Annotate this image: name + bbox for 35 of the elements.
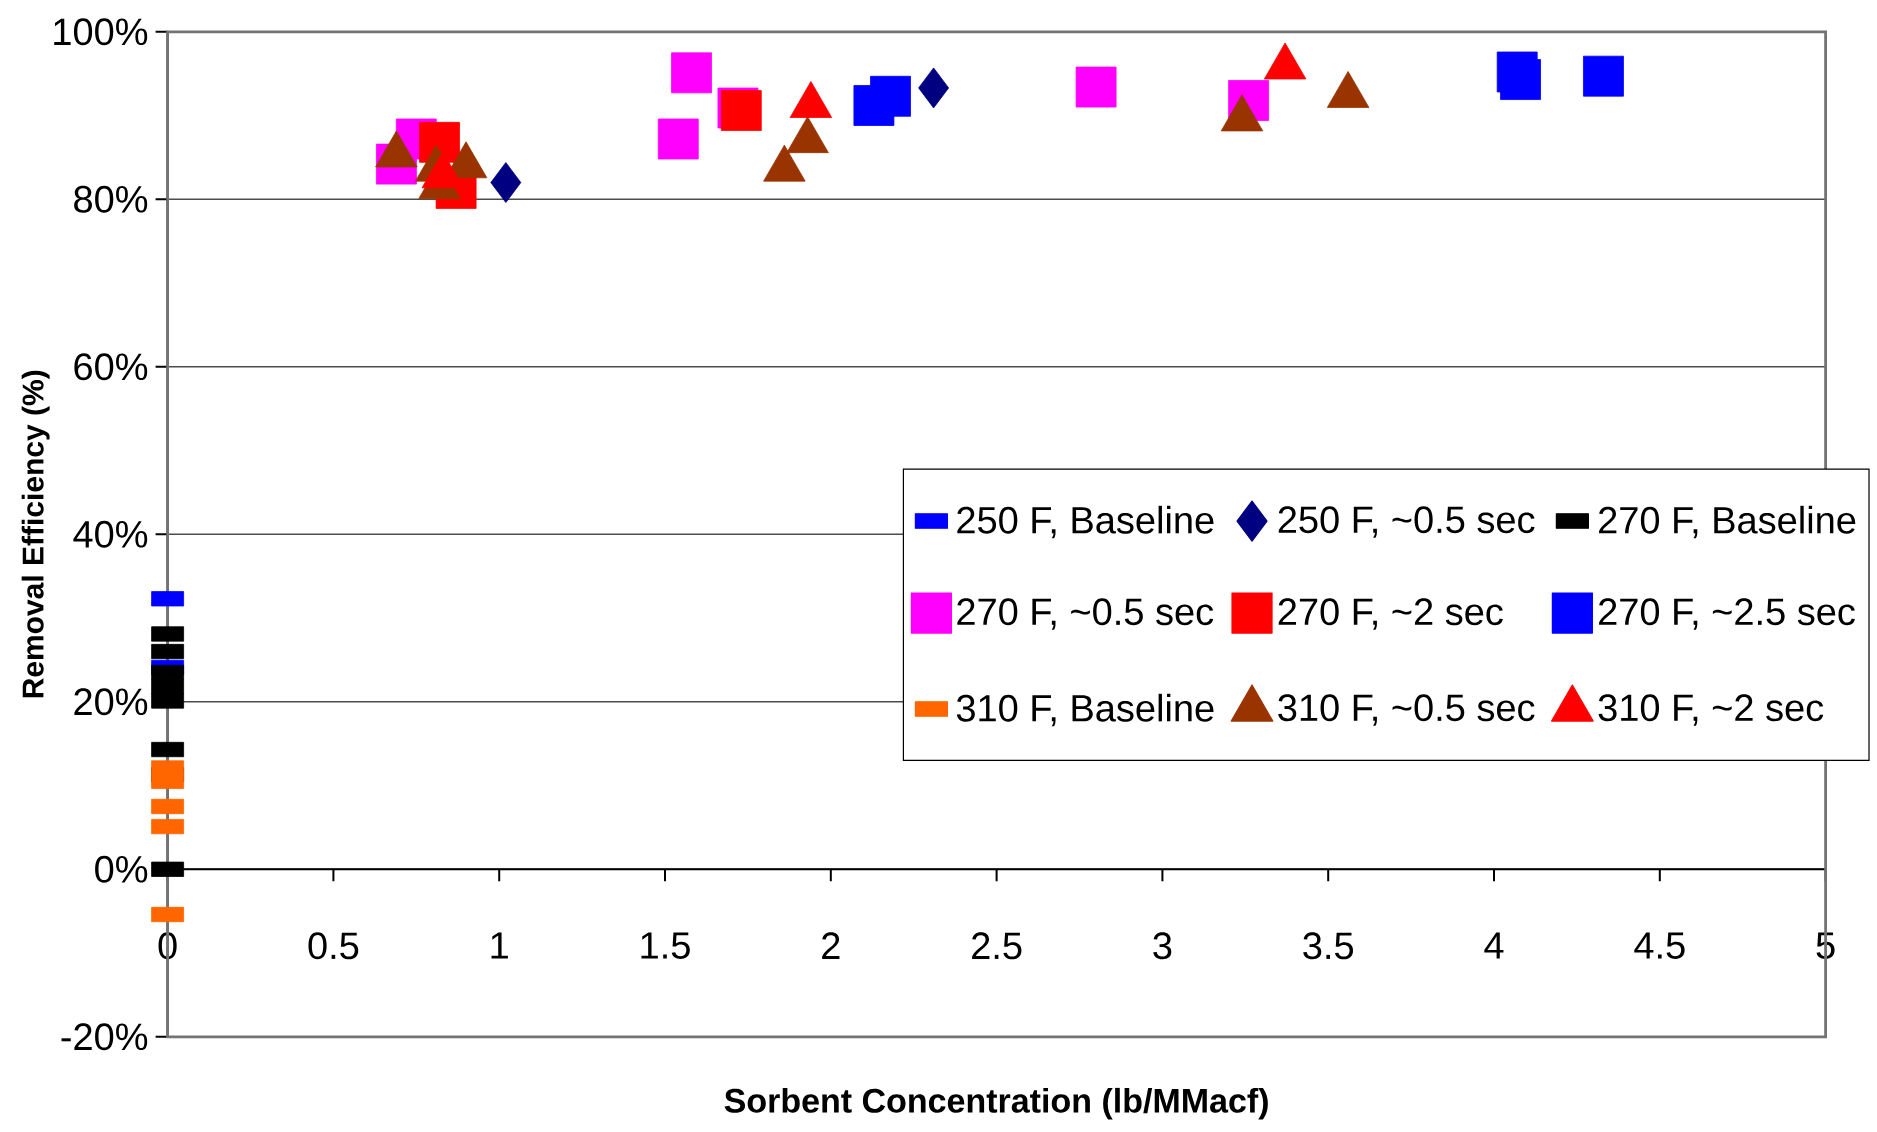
x-tick-label: 2.5 — [972, 932, 1022, 960]
y-tick-label: 0% — [95, 855, 148, 883]
x-tick-label: 3.5 — [1303, 932, 1354, 960]
legend-label: 310 F, ~0.5 sec — [1278, 694, 1535, 726]
point — [918, 67, 949, 109]
x-tick-label: 4.5 — [1634, 932, 1685, 959]
legend-label: 310 F, ~2 sec — [1598, 694, 1824, 726]
legend-label: 310 F, Baseline — [956, 693, 1214, 727]
point — [1583, 55, 1624, 97]
x-tick-label: 1 — [491, 932, 508, 959]
y-tick-label: -20% — [61, 1023, 148, 1051]
x-tick-label: 1.5 — [641, 932, 690, 959]
legend-label: 270 F, ~2 sec — [1278, 598, 1503, 630]
x-tick-label: 0.5 — [308, 932, 359, 960]
y-tick-label: 40% — [73, 520, 148, 548]
point — [490, 162, 522, 203]
point — [671, 52, 712, 94]
legend-label: 270 F, Baseline — [1599, 505, 1856, 539]
legend-label: 270 F, ~2.5 sec — [1599, 598, 1855, 630]
x-tick-label: 3 — [1153, 932, 1172, 960]
point — [1500, 59, 1541, 100]
point — [657, 118, 699, 160]
x-tick-label: 4 — [1484, 932, 1504, 959]
y-tick-label: 100% — [54, 18, 148, 46]
x-tick-label: 2 — [822, 932, 840, 959]
legend-label: 250 F, ~0.5 sec — [1278, 506, 1535, 538]
legend-label: 250 F, Baseline — [957, 505, 1214, 539]
y-tick-label: 60% — [74, 353, 148, 381]
x-axis-title: Sorbent Concentration (lb/MMacf) — [724, 1087, 1268, 1120]
y-tick-label: 20% — [74, 688, 148, 716]
y-tick-label: 80% — [74, 185, 148, 213]
legend-label: 270 F, ~0.5 sec — [957, 598, 1214, 630]
y-axis-title: Removal Efficiency (%) — [21, 370, 50, 698]
point — [870, 75, 911, 117]
point — [1075, 66, 1117, 108]
